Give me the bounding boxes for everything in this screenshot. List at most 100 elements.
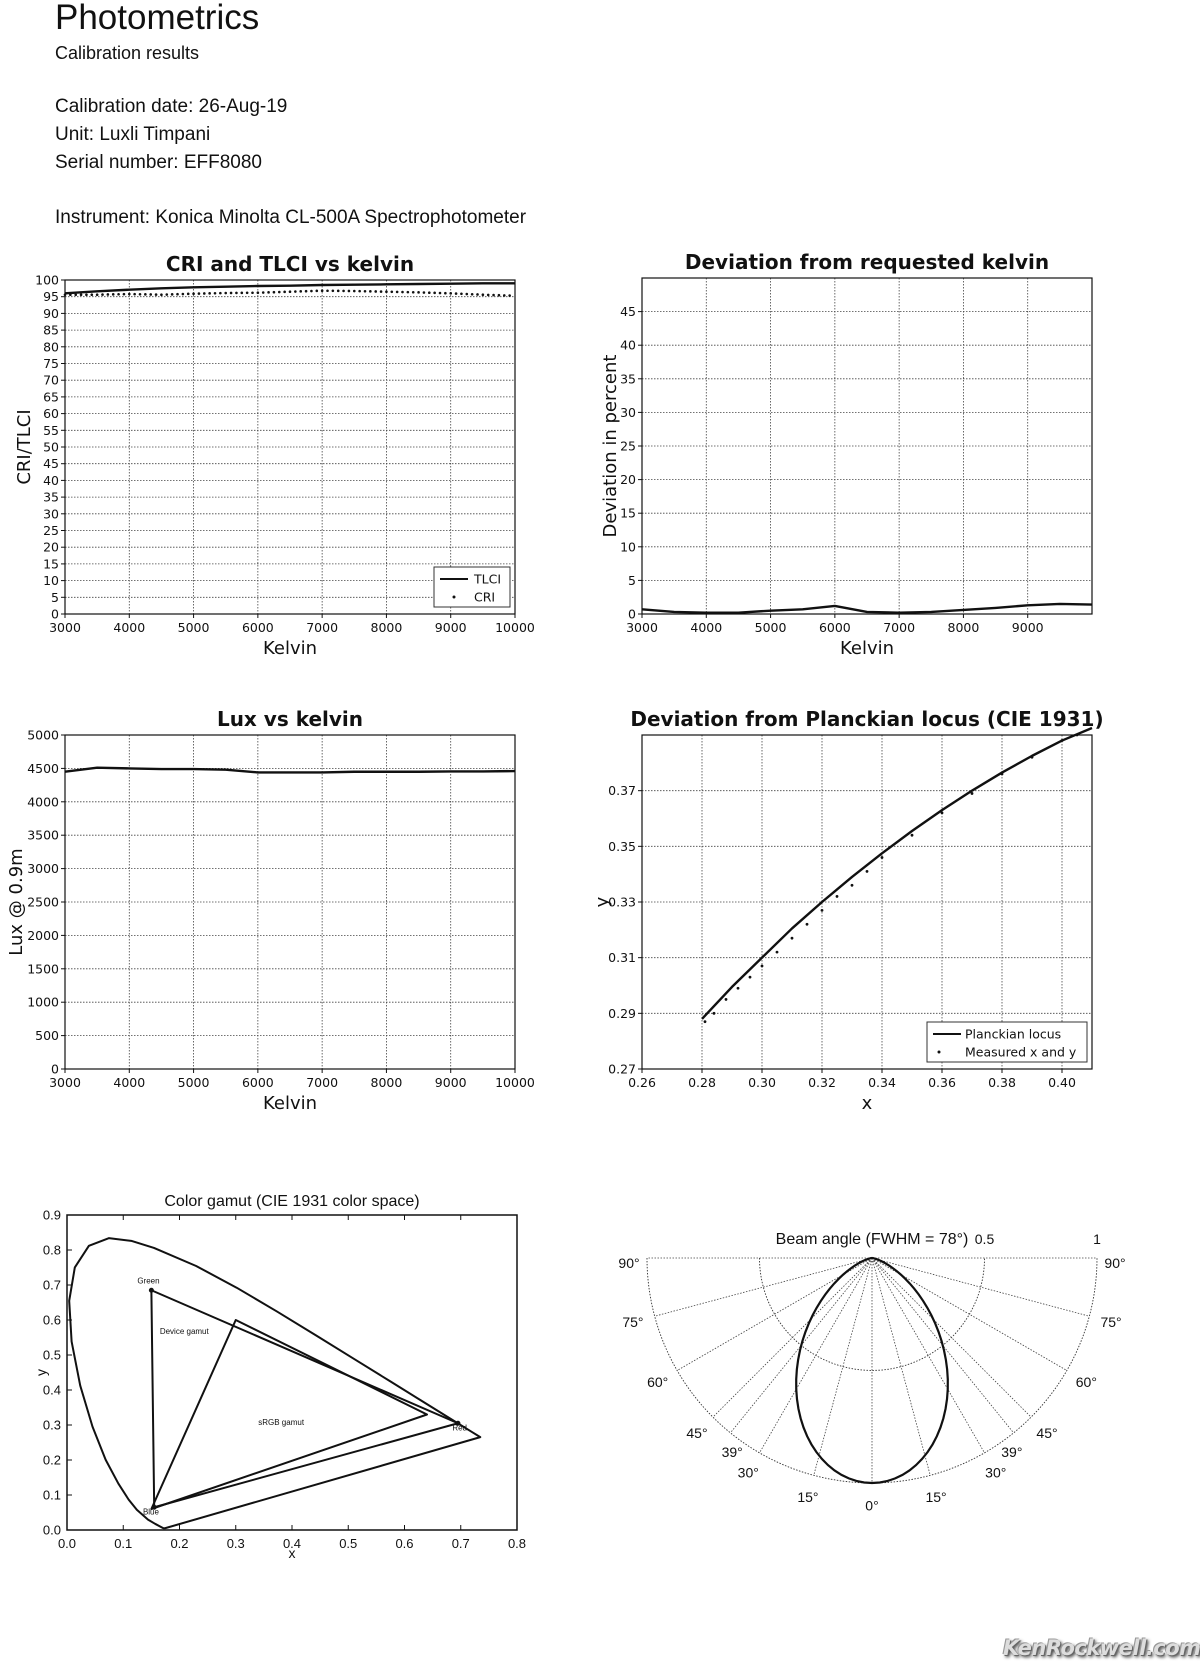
- legend-label: CRI: [474, 590, 495, 605]
- series-cri-point: [470, 292, 474, 296]
- series-measured-x-and-y-point: [970, 792, 974, 795]
- series-measured-x-and-y-point: [703, 1020, 707, 1024]
- y-tick-label: 45: [43, 456, 59, 471]
- y-tick-label: 55: [43, 423, 59, 438]
- y-tick-label: 0.27: [608, 1062, 636, 1077]
- x-tick-label: 0.30: [748, 1075, 776, 1090]
- y-tick-label: 0.5: [43, 1348, 61, 1363]
- x-tick-label: 0.32: [808, 1075, 836, 1090]
- y-tick-label: 1000: [27, 995, 59, 1010]
- y-tick-label: 45: [620, 304, 636, 319]
- series-planckian-locus-line: [701, 726, 1093, 1020]
- series-deviation-line: [641, 602, 1093, 614]
- y-tick-label: 0.31: [608, 950, 636, 965]
- series-cri-point: [267, 291, 270, 294]
- series-cri-point: [235, 291, 238, 295]
- y-tick-label: 75: [43, 356, 59, 371]
- series-cri-point: [492, 293, 495, 297]
- series-tlci-line: [64, 282, 515, 295]
- y-tick-label: 5000: [27, 728, 59, 743]
- series-cri-point: [69, 293, 72, 296]
- series-cri-point: [449, 292, 453, 295]
- series-cri-point: [358, 289, 361, 293]
- x-tick-label: 6000: [819, 620, 851, 635]
- angle-grid-ray: [871, 1257, 985, 1454]
- x-tick-label: 3000: [49, 1075, 81, 1090]
- series-cri-point: [406, 290, 410, 294]
- series-cri-point: [411, 290, 415, 294]
- chart-title: Lux vs kelvin: [217, 707, 363, 731]
- series-cri-point: [369, 290, 372, 293]
- series-cri-point: [197, 292, 201, 295]
- x-tick-label: 5000: [755, 620, 787, 635]
- x-tick-label: 4000: [690, 620, 722, 635]
- series-cri-point: [272, 290, 276, 294]
- y-tick-label: 0.29: [608, 1006, 636, 1021]
- series-cri-point: [454, 292, 458, 295]
- x-tick-label: 0.1: [114, 1536, 132, 1551]
- series-cri-point: [240, 291, 244, 295]
- y-tick-label: 0.1: [43, 1488, 61, 1503]
- series-cri-point: [95, 293, 99, 296]
- y-tick-label: 4500: [27, 761, 59, 776]
- series-cri-point: [465, 292, 469, 296]
- plot-frame: [66, 1214, 518, 1531]
- series-cri-point: [154, 293, 158, 296]
- legend-label: Planckian locus: [965, 1027, 1061, 1042]
- legend-box: [433, 566, 511, 608]
- y-tick-label: 0.33: [608, 895, 636, 910]
- x-tick-label: 0.26: [628, 1075, 656, 1090]
- series-cri-point: [90, 293, 94, 296]
- series-cri-point: [342, 289, 345, 293]
- x-tick-label: 0.38: [988, 1075, 1016, 1090]
- y-tick-label: 95: [43, 289, 59, 304]
- y-tick-label: 100: [35, 273, 59, 288]
- x-tick-label: 9000: [1012, 620, 1044, 635]
- series-cri-point: [117, 292, 120, 296]
- series-measured-x-and-y-point: [1030, 755, 1034, 759]
- chart-5: Beam angle (FWHM = 78°) 0.5 1 0° 15° 15° 30° 30…: [618, 1231, 1125, 1514]
- radial-tick-label: 1: [1093, 1231, 1101, 1247]
- legend-dot-swatch: [937, 1050, 941, 1054]
- series-cri-point: [127, 292, 131, 296]
- series-cri-point: [481, 293, 485, 296]
- series-lux-line: [64, 766, 516, 774]
- y-tick-label: 0.35: [608, 839, 636, 854]
- x-tick-label: 6000: [242, 1075, 274, 1090]
- series-cri-point: [422, 291, 426, 294]
- radial-tick-label: 0.5: [975, 1231, 995, 1247]
- y-tick-label: 0.8: [43, 1243, 61, 1258]
- y-axis-label: Deviation in percent: [600, 355, 621, 538]
- series-cri-point: [101, 293, 104, 296]
- chart-title: CRI and TLCI vs kelvin: [166, 252, 414, 276]
- series-cri-point: [74, 293, 78, 296]
- x-tick-label: 8000: [948, 620, 980, 635]
- angle-grid-ray: [871, 1257, 1090, 1317]
- y-tick-label: 2000: [27, 928, 59, 943]
- y-tick-label: 3500: [27, 828, 59, 843]
- y-tick-label: 35: [43, 490, 59, 505]
- series-measured-x-and-y-point: [820, 908, 824, 912]
- angle-grid-ray: [813, 1257, 873, 1476]
- y-axis-label: CRI/TLCI: [14, 409, 35, 484]
- series-cri-point: [181, 292, 185, 296]
- y-tick-label: 90: [43, 306, 59, 321]
- series-cri-point: [508, 294, 511, 297]
- series-cri-point: [320, 289, 324, 292]
- series-cri-point: [417, 291, 420, 294]
- series-cri-point: [256, 291, 260, 294]
- y-tick-label: 3000: [27, 861, 59, 876]
- chart-1: Deviation from requested kelvin 3000 4000 5…: [600, 250, 1093, 659]
- series-cri-point: [352, 289, 356, 293]
- series-cri-point: [138, 292, 142, 296]
- y-tick-label: 500: [35, 1028, 59, 1043]
- x-tick-label: 6000: [242, 620, 274, 635]
- y-tick-label: 65: [43, 389, 59, 404]
- series-cri-point: [245, 291, 249, 295]
- x-tick-label: 3000: [49, 620, 81, 635]
- series-cri-point: [85, 293, 88, 296]
- chart-4: Color gamut (CIE 1931 color space) 0.0 0.1…: [33, 1193, 526, 1561]
- y-tick-label: 0.7: [43, 1278, 61, 1293]
- x-axis-label: Kelvin: [263, 638, 317, 659]
